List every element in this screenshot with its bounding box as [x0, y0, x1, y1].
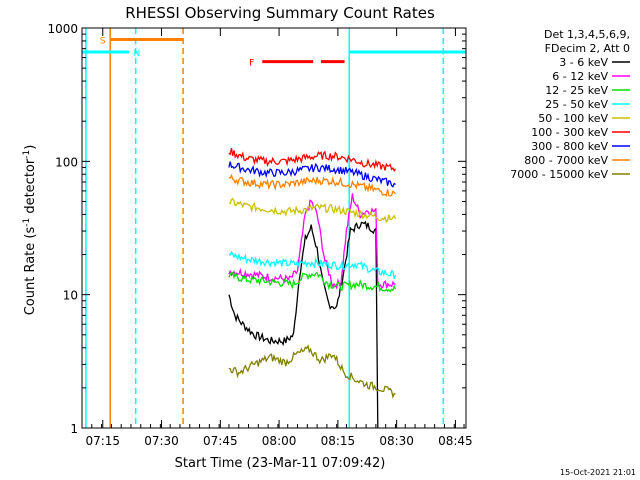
flag-label-S: S — [100, 36, 106, 46]
series-line-2 — [228, 271, 397, 293]
legend-label-7: 800 - 7000 keV — [524, 154, 608, 167]
legend-label-6: 300 - 800 keV — [531, 140, 608, 153]
legend: Det 1,3,4,5,6,9,FDecim 2, Att 03 - 6 keV… — [510, 28, 630, 181]
y-axis-label-sup2: -1 — [22, 150, 32, 159]
x-tick-label-3: 08:00 — [262, 434, 297, 448]
x-axis-label: Start Time (23-Mar-11 07:09:42) — [175, 456, 386, 471]
series-line-3 — [228, 250, 397, 280]
y-axis-label-mid: detector — [23, 158, 38, 218]
legend-label-4: 50 - 100 keV — [538, 112, 608, 125]
flag-bars: S N F — [82, 36, 466, 69]
legend-label-2: 12 - 25 keV — [545, 84, 608, 97]
legend-label-3: 25 - 50 keV — [545, 98, 608, 111]
y-axis-label-main: Count Rate (s — [23, 227, 38, 316]
y-tick-label-1: 10 — [63, 289, 78, 303]
series-line-7 — [228, 173, 397, 198]
data-series — [228, 147, 397, 429]
series-line-4 — [228, 197, 397, 224]
y-tick-label-0: 1 — [70, 422, 78, 436]
legend-label-0: 3 - 6 keV — [559, 56, 608, 69]
y-tick-label-3: 1000 — [47, 22, 78, 36]
footer-timestamp: 15-Oct-2021 21:01 — [560, 468, 636, 477]
axis-ticks: 07:15 07:30 07:45 08:00 08:15 08:30 08:45 1 10 10… — [47, 22, 472, 448]
x-tick-label-5: 08:30 — [379, 434, 414, 448]
x-tick-label-6: 08:45 — [438, 434, 473, 448]
flag-label-N: N — [133, 49, 140, 59]
legend-label-8: 7000 - 15000 keV — [510, 168, 608, 181]
y-axis-label-end: ) — [23, 145, 38, 150]
series-line-6 — [228, 161, 396, 188]
series-line-1 — [228, 193, 396, 290]
x-tick-label-0: 07:15 — [85, 434, 120, 448]
legend-header-0: Det 1,3,4,5,6,9, — [544, 28, 630, 41]
legend-label-1: 6 - 12 keV — [552, 70, 608, 83]
legend-header-1: FDecim 2, Att 0 — [545, 42, 630, 55]
plot-frame — [81, 27, 467, 429]
series-line-8 — [228, 344, 396, 399]
y-axis-label-sup1: -1 — [22, 218, 32, 227]
y-tick-label-2: 100 — [55, 155, 78, 169]
legend-label-5: 100 - 300 keV — [531, 126, 608, 139]
chart-title: RHESSI Observing Summary Count Rates — [125, 4, 435, 22]
x-tick-label-1: 07:30 — [144, 434, 179, 448]
x-tick-label-4: 08:15 — [321, 434, 356, 448]
x-tick-label-2: 07:45 — [203, 434, 238, 448]
series-line-0 — [228, 220, 379, 429]
series-line-5 — [228, 147, 397, 173]
flag-label-F: F — [249, 59, 254, 69]
y-axis-label: Count Rate (s-1 detector-1) — [22, 145, 38, 316]
marker-lines — [85, 28, 445, 428]
